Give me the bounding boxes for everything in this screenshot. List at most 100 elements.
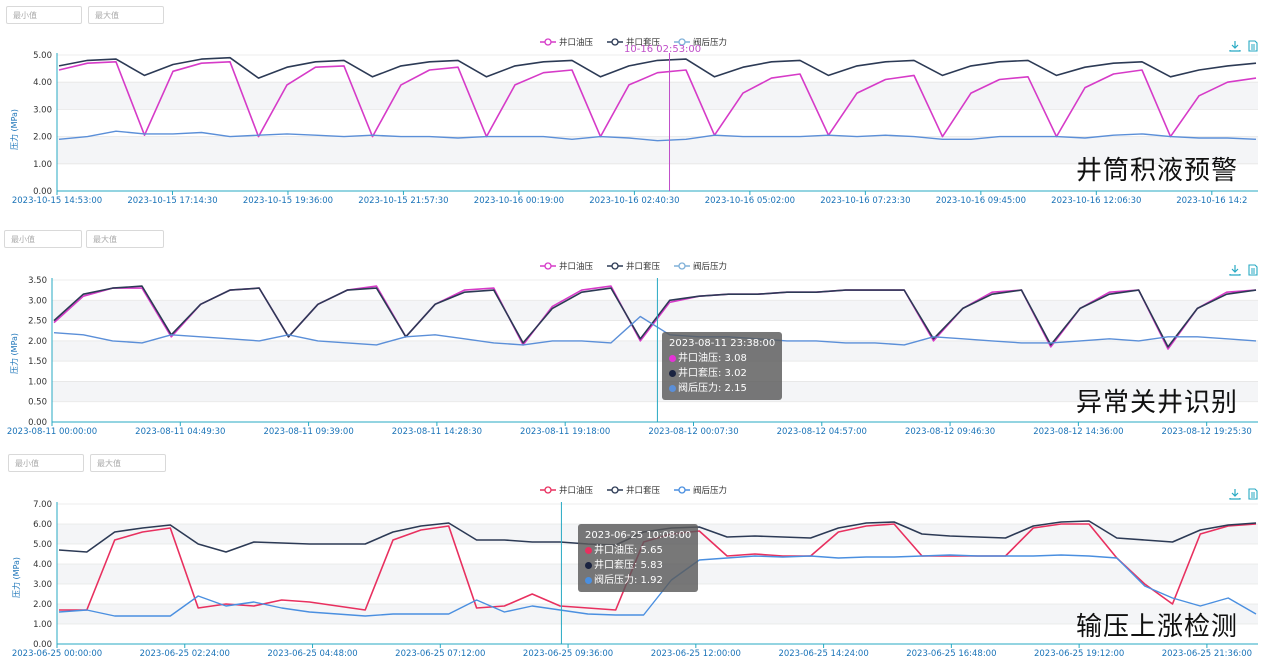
x-tick-label: 2023-06-25 04:48:00 (267, 649, 357, 659)
tooltip-row: 阀后压力: 2.15 (669, 381, 775, 396)
legend-label: 井口套压 (626, 38, 661, 48)
annotation-label: 输压上涨检测 (1076, 612, 1239, 642)
data-tooltip: 2023-08-11 23:38:00 井口油压: 3.08 井口套压: 3.0… (662, 332, 783, 400)
y-tick-label: 5.00 (33, 51, 52, 61)
download-icon[interactable] (1229, 264, 1241, 276)
tooltip-row: 阀后压力: 1.92 (585, 573, 691, 588)
series-line-1 (53, 285, 1257, 348)
series-line-2 (58, 130, 1257, 142)
y-tick-label: 2.00 (28, 337, 47, 347)
x-tick-label: 2023-08-12 19:25:30 (1162, 427, 1252, 437)
x-tick-label: 2023-10-16 14:2 (1176, 196, 1247, 206)
tooltip-row: 井口油压: 5.65 (585, 543, 691, 558)
download-icon[interactable] (1229, 488, 1241, 500)
grid-band (52, 300, 1258, 321)
chart-panel-2: 井口油压 井口套压 阀后压力 压力 (MPa) 0.000.501.001.50… (0, 222, 1267, 444)
x-tick-label: 2023-10-15 19:36:00 (243, 196, 333, 206)
x-tick-label: 2023-10-16 02:40:30 (589, 196, 679, 206)
grid-band (52, 340, 1258, 362)
x-tick-label: 2023-08-11 04:49:30 (135, 427, 225, 437)
max-value-input[interactable] (86, 230, 164, 248)
legend-item-oil[interactable]: 井口油压 (540, 484, 593, 496)
legend-item-casing[interactable]: 井口套压 (607, 36, 660, 48)
y-tick-label: 1.00 (28, 377, 47, 387)
x-tick-label: 2023-08-12 09:46:30 (905, 427, 995, 437)
series-line-1 (58, 56, 1257, 79)
tooltip-value: 井口油压: 3.08 (678, 353, 747, 364)
x-tick-label: 2023-06-25 00:00:00 (12, 649, 102, 659)
grid-band (52, 381, 1258, 402)
x-tick-label: 2023-06-25 19:12:00 (1034, 649, 1124, 659)
x-tick-label: 2023-06-25 09:36:00 (523, 649, 613, 659)
tooltip-row: 井口油压: 3.08 (669, 351, 775, 366)
x-tick-label: 2023-10-16 05:02:00 (705, 196, 795, 206)
chart-panel-1: 井口油压 井口套压 阀后压力 10-16 02:53:00 压力 (MPa) 0… (0, 0, 1267, 220)
max-value-input[interactable] (88, 6, 164, 24)
series-line-2 (58, 554, 1257, 617)
document-icon[interactable] (1247, 264, 1259, 276)
y-tick-label: 4.00 (33, 560, 52, 570)
x-tick-label: 2023-06-25 14:24:00 (778, 649, 868, 659)
max-value-input[interactable] (90, 454, 166, 472)
legend-item-casing[interactable]: 井口套压 (607, 260, 660, 272)
y-tick-label: 2.50 (28, 317, 47, 327)
x-tick-label: 2023-08-12 00:07:30 (648, 427, 738, 437)
x-tick-label: 2023-08-12 14:36:00 (1033, 427, 1123, 437)
download-icon[interactable] (1229, 40, 1241, 52)
document-icon[interactable] (1247, 40, 1259, 52)
legend-item-valve[interactable]: 阀后压力 (674, 260, 727, 272)
tooltip-value: 阀后压力: 2.15 (678, 383, 747, 394)
legend-label: 阀后压力 (693, 486, 728, 496)
annotation-label: 井筒积液预警 (1076, 156, 1239, 186)
legend-label: 井口油压 (559, 262, 594, 272)
min-value-input[interactable] (8, 454, 84, 472)
x-tick-label: 2023-10-15 14:53:00 (12, 196, 102, 206)
y-tick-label: 7.00 (33, 500, 52, 510)
legend-item-oil[interactable]: 井口油压 (540, 36, 593, 48)
y-tick-label: 4.00 (33, 78, 52, 88)
y-tick-label: 2.00 (33, 133, 52, 143)
legend-label: 井口套压 (626, 262, 661, 272)
y-tick-label: 2.00 (33, 600, 52, 610)
tooltip-time: 2023-08-11 23:38:00 (669, 338, 776, 349)
legend-item-casing[interactable]: 井口套压 (607, 484, 660, 496)
tooltip-value: 阀后压力: 1.92 (594, 575, 663, 586)
legend-label: 阀后压力 (693, 262, 728, 272)
y-tick-label: 0.00 (33, 640, 52, 650)
x-tick-label: 2023-08-12 04:57:00 (777, 427, 867, 437)
x-tick-label: 2023-06-25 16:48:00 (906, 649, 996, 659)
x-tick-label: 2023-10-15 17:14:30 (127, 196, 217, 206)
y-tick-label: 0.00 (33, 187, 52, 197)
y-tick-label: 3.00 (33, 580, 52, 590)
y-tick-label: 3.50 (28, 276, 47, 286)
y-tick-label: 0.50 (28, 398, 47, 408)
series-line-2 (53, 315, 1257, 346)
x-tick-label: 2023-06-25 21:36:00 (1162, 649, 1252, 659)
x-tick-label: 2023-10-16 07:23:30 (820, 196, 910, 206)
legend-label: 井口油压 (559, 38, 594, 48)
legend-item-valve[interactable]: 阀后压力 (674, 484, 727, 496)
x-tick-label: 2023-06-25 07:12:00 (395, 649, 485, 659)
y-tick-label: 1.00 (33, 620, 52, 630)
tooltip-value: 井口套压: 3.02 (678, 368, 747, 379)
chart-panel-3: 井口油压 井口套压 阀后压力 压力 (MPa) 0.001.002.003.00… (0, 446, 1267, 665)
y-tick-label: 5.00 (33, 540, 52, 550)
min-value-input[interactable] (6, 6, 82, 24)
y-tick-label: 6.00 (33, 520, 52, 530)
y-tick-label: 1.50 (28, 357, 47, 367)
min-value-input[interactable] (4, 230, 82, 248)
tooltip-time: 2023-06-25 10:08:00 (585, 530, 692, 541)
line-chart-1: 0.00 1.00 2.00 3.00 4.00 5.00 2023-10-15 14:53… (12, 51, 1258, 206)
tooltip-row: 井口套压: 3.02 (669, 366, 775, 381)
tooltip-row: 井口套压: 5.83 (585, 558, 691, 573)
legend-item-valve[interactable]: 阀后压力 (674, 36, 727, 48)
document-icon[interactable] (1247, 488, 1259, 500)
x-tick-label: 2023-10-16 00:19:00 (474, 196, 564, 206)
tooltip-value: 井口油压: 5.65 (594, 545, 663, 556)
x-tick-label: 2023-10-15 21:57:30 (358, 196, 448, 206)
chart-legend: 井口油压 井口套压 阀后压力 (540, 260, 727, 272)
grid-band (57, 82, 1258, 110)
legend-label: 井口套压 (626, 486, 661, 496)
legend-item-oil[interactable]: 井口油压 (540, 260, 593, 272)
annotation-label: 异常关井识别 (1076, 388, 1239, 418)
